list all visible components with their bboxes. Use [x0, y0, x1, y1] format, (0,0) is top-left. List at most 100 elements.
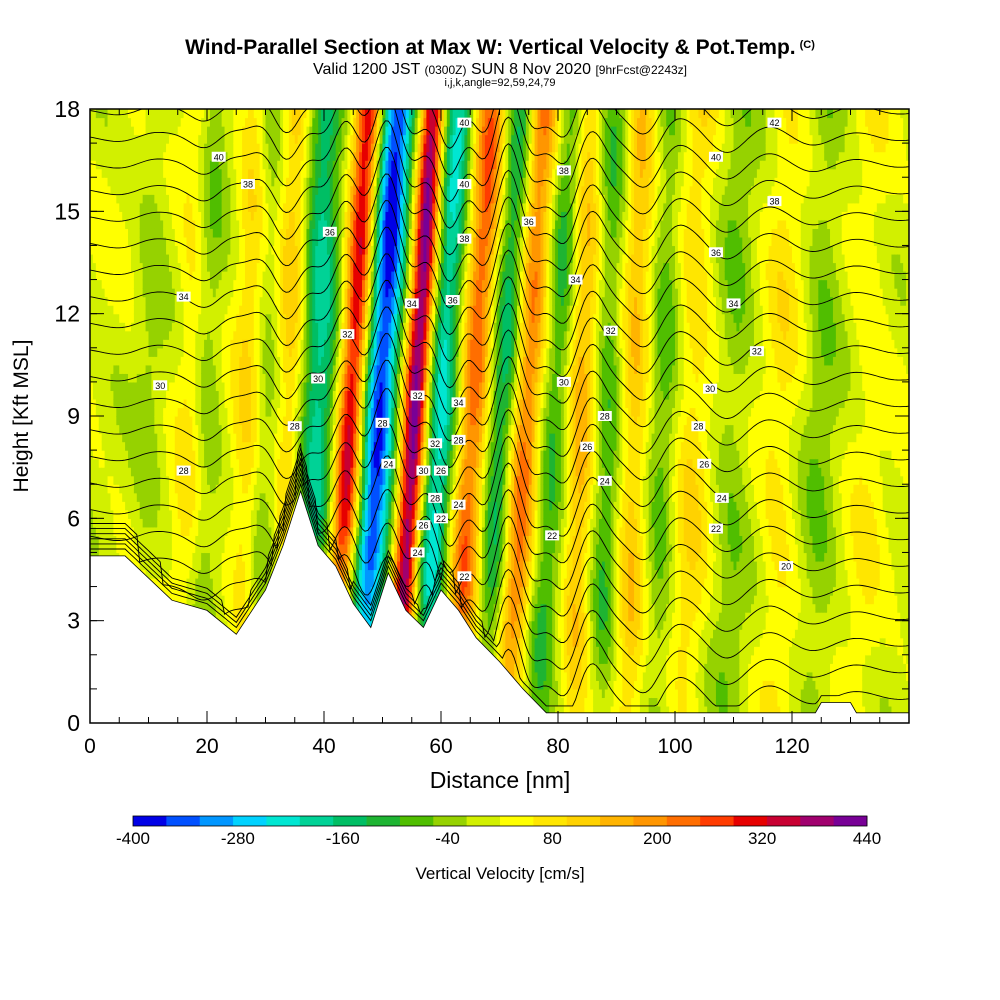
velocity-cell	[242, 398, 246, 409]
velocity-cell	[224, 185, 229, 195]
velocity-cell	[253, 535, 258, 545]
velocity-cell	[113, 194, 117, 204]
velocity-cell	[166, 296, 170, 306]
velocity-cell	[139, 151, 144, 161]
velocity-cell	[145, 236, 150, 247]
velocity-cell	[207, 578, 211, 588]
velocity-cell	[189, 390, 193, 400]
velocity-cell	[163, 143, 167, 153]
velocity-cell	[227, 253, 231, 264]
velocity-cell	[174, 424, 179, 434]
velocity-cell	[224, 151, 229, 161]
velocity-cell	[277, 475, 281, 485]
velocity-cell	[189, 492, 193, 502]
velocity-cell	[280, 194, 284, 204]
velocity-cell	[163, 126, 167, 136]
velocity-cell	[104, 433, 109, 443]
velocity-cell	[247, 143, 252, 153]
velocity-cell	[192, 194, 196, 204]
velocity-cell	[247, 390, 252, 400]
velocity-cell	[233, 117, 237, 127]
velocity-cell	[221, 288, 226, 298]
velocity-cell	[245, 595, 249, 605]
velocity-cell	[186, 356, 191, 366]
velocity-cell	[186, 194, 191, 204]
velocity-cell	[139, 236, 144, 247]
velocity-cell	[116, 390, 120, 400]
velocity-cell	[116, 458, 120, 468]
velocity-cell	[128, 467, 132, 477]
velocity-cell	[230, 356, 234, 366]
velocity-cell	[168, 219, 173, 229]
velocity-cell	[186, 339, 191, 349]
velocity-cell	[119, 526, 123, 536]
velocity-cell	[253, 245, 258, 255]
velocity-cell	[233, 134, 237, 144]
velocity-cell	[116, 168, 120, 178]
velocity-cell	[259, 245, 264, 255]
velocity-cell	[247, 134, 252, 144]
velocity-cell	[242, 151, 246, 161]
velocity-cell	[233, 492, 237, 502]
velocity-cell	[142, 202, 147, 212]
velocity-cell	[271, 160, 275, 170]
velocity-cell	[139, 492, 144, 502]
velocity-cell	[171, 560, 176, 571]
velocity-cell	[250, 168, 255, 178]
velocity-cell	[224, 126, 229, 136]
velocity-cell	[283, 117, 287, 127]
velocity-cell	[209, 475, 214, 485]
velocity-cell	[209, 424, 214, 434]
velocity-cell	[259, 330, 264, 340]
velocity-cell	[92, 518, 97, 528]
velocity-cell	[215, 364, 220, 374]
velocity-cell	[212, 211, 217, 221]
velocity-cell	[166, 185, 170, 195]
velocity-cell	[125, 279, 129, 289]
velocity-cell	[151, 296, 155, 306]
velocity-cell	[245, 313, 249, 323]
velocity-cell	[233, 219, 237, 229]
velocity-cell	[130, 271, 135, 281]
velocity-cell	[280, 168, 284, 178]
velocity-cell	[198, 450, 202, 460]
velocity-cell	[174, 126, 179, 136]
velocity-cell	[236, 424, 240, 434]
velocity-cell	[116, 185, 120, 195]
velocity-cell	[142, 245, 147, 255]
velocity-cell	[180, 390, 185, 400]
velocity-cell	[268, 143, 272, 153]
velocity-cell	[201, 117, 205, 127]
velocity-cell	[151, 381, 155, 392]
velocity-cell	[171, 313, 176, 323]
velocity-cell	[101, 313, 106, 323]
velocity-cell	[201, 535, 205, 545]
velocity-cell	[183, 364, 188, 374]
velocity-cell	[95, 288, 100, 298]
velocity-cell	[166, 219, 170, 229]
velocity-cell	[221, 484, 226, 494]
velocity-cell	[136, 211, 141, 221]
velocity-cell	[148, 313, 153, 323]
velocity-cell	[207, 424, 211, 434]
velocity-cell	[90, 518, 94, 528]
velocity-cell	[209, 322, 214, 332]
velocity-cell	[136, 202, 141, 212]
velocity-cell	[174, 296, 179, 306]
velocity-cell	[212, 117, 217, 127]
velocity-cell	[207, 433, 211, 443]
velocity-cell	[230, 526, 234, 536]
velocity-cell	[142, 160, 147, 170]
velocity-cell	[128, 484, 132, 494]
velocity-cell	[245, 109, 249, 119]
velocity-cell	[142, 501, 147, 511]
velocity-cell	[183, 151, 188, 161]
velocity-cell	[151, 279, 155, 289]
velocity-cell	[207, 134, 211, 144]
velocity-cell	[230, 586, 234, 596]
velocity-cell	[154, 433, 158, 443]
velocity-cell	[92, 441, 97, 451]
velocity-cell	[116, 211, 120, 221]
velocity-cell	[163, 467, 167, 477]
velocity-cell	[177, 543, 182, 554]
